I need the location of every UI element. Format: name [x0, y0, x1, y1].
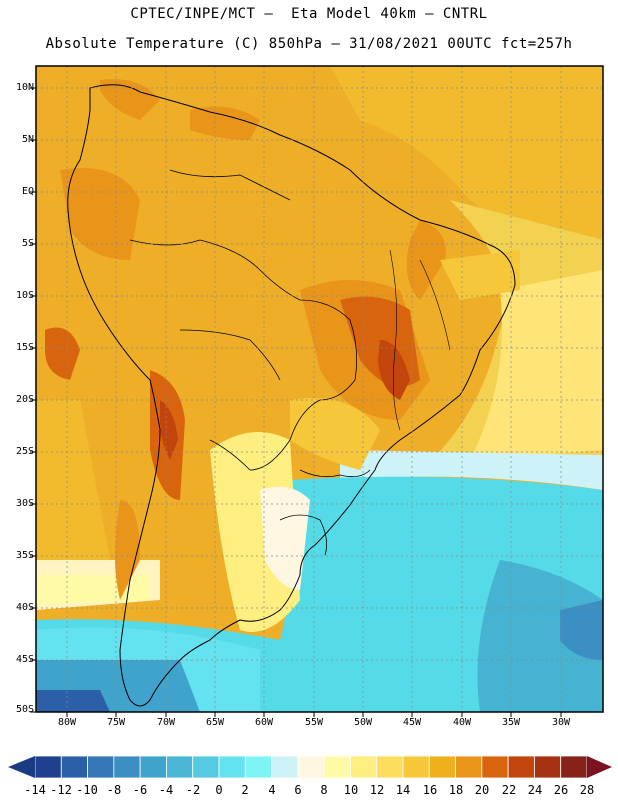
colorbar-swatch [34, 755, 62, 779]
lon-label: 45W [402, 717, 422, 728]
map-title-line1: CPTEC/INPE/MCT – Eta Model 40km – CNTRL [130, 6, 488, 22]
lat-label: 50S [15, 704, 34, 715]
colorbar-swatch [218, 755, 246, 779]
colorbar-swatch [481, 755, 509, 779]
colorbar-label: 26 [553, 783, 569, 797]
colorbar-swatch [560, 755, 588, 779]
colorbar-label: 4 [268, 783, 276, 797]
colorbar-swatch [507, 755, 535, 779]
colorbar-swatch [87, 755, 115, 779]
map-frame [35, 65, 604, 713]
lon-label: 55W [304, 717, 324, 728]
lon-label: 80W [57, 717, 77, 728]
colorbar-label: -6 [132, 783, 148, 797]
colorbar-swatch [350, 755, 378, 779]
colorbar-label: 12 [369, 783, 385, 797]
colorbar-high-arrow [587, 756, 612, 778]
lat-label: 10N [15, 82, 34, 93]
colorbar-label: 28 [579, 783, 595, 797]
axis-ticks [30, 87, 562, 717]
colorbar-label: 0 [215, 783, 223, 797]
lat-label: 30S [15, 498, 34, 509]
lon-label: 40W [452, 717, 472, 728]
colorbar-swatch [139, 755, 167, 779]
colorbar-label: 24 [527, 783, 543, 797]
colorbar-label: -10 [76, 783, 98, 797]
colorbar-swatch [166, 755, 194, 779]
lat-label: 25S [15, 446, 34, 457]
colorbar-swatch [60, 755, 88, 779]
temperature-field [36, 66, 603, 712]
colorbar-swatch [297, 755, 325, 779]
colorbar-swatch [244, 755, 272, 779]
colorbar-label: -12 [50, 783, 72, 797]
colorbar-label: -8 [106, 783, 122, 797]
colorbar-label: 2 [241, 783, 249, 797]
colorbar-label: 20 [474, 783, 490, 797]
colorbar-swatch [455, 755, 483, 779]
lon-label: 65W [205, 717, 225, 728]
colorbar-low-arrow [8, 756, 35, 778]
colorbar-label: 18 [448, 783, 464, 797]
colorbar-label: 16 [422, 783, 438, 797]
colorbar-label: 6 [294, 783, 302, 797]
colorbar-label: 8 [320, 783, 328, 797]
colorbar [8, 755, 612, 779]
lat-label: 35S [15, 550, 34, 561]
lon-label: 60W [254, 717, 274, 728]
map-title-line2: Absolute Temperature (C) 850hPa – 31/08/… [45, 36, 573, 52]
lon-label: 30W [551, 717, 571, 728]
lat-label: 5N [21, 134, 34, 145]
colorbar-label: -14 [24, 783, 46, 797]
colorbar-swatch [534, 755, 562, 779]
lat-label: 20S [15, 394, 34, 405]
lat-label: 40S [15, 602, 34, 613]
colorbar-swatch [428, 755, 456, 779]
colorbar-swatch [192, 755, 220, 779]
lon-label: 35W [501, 717, 521, 728]
colorbar-label: 10 [343, 783, 359, 797]
colorbar-swatch [323, 755, 351, 779]
colorbar-label: -2 [185, 783, 201, 797]
colorbar-label: -4 [158, 783, 174, 797]
lat-label: 15S [15, 342, 34, 353]
colorbar-label: 22 [501, 783, 517, 797]
colorbar-swatch [271, 755, 299, 779]
colorbar-label: 14 [395, 783, 411, 797]
lat-label: EQ [21, 186, 34, 197]
lat-label: 5S [21, 238, 34, 249]
colorbar-swatch [113, 755, 141, 779]
lat-label: 45S [15, 654, 34, 665]
lon-label: 50W [353, 717, 373, 728]
lon-label: 75W [106, 717, 126, 728]
lon-label: 70W [156, 717, 176, 728]
colorbar-swatch [376, 755, 404, 779]
colorbar-swatch [402, 755, 430, 779]
lat-label: 10S [15, 290, 34, 301]
